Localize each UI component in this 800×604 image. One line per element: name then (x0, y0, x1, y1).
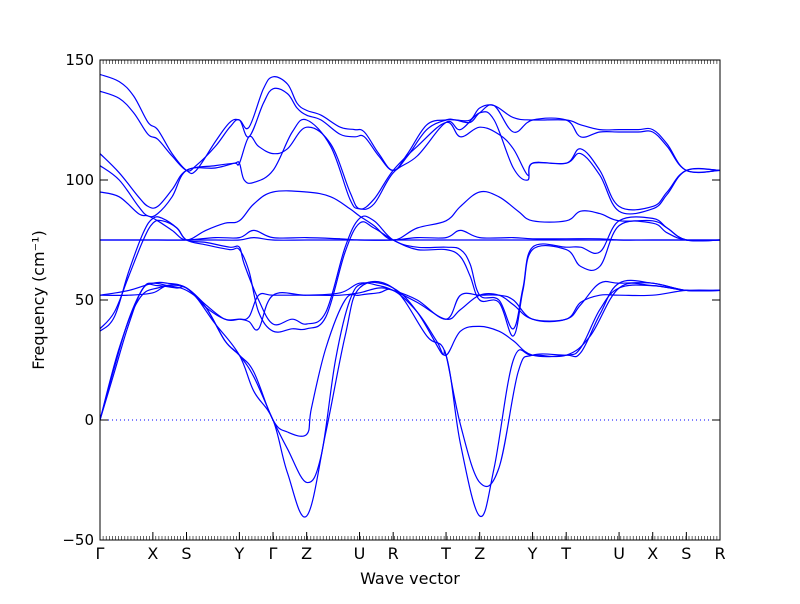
x-tick-label: T (440, 544, 451, 563)
x-tick-label: Z (474, 544, 485, 563)
axis-ticks: −50 0 50 100 150 Γ X S Y Γ Z U R T Z Y T U X S R (62, 51, 725, 563)
dispersion-branch-10 (100, 284, 720, 323)
dispersion-branch-9 (100, 219, 720, 337)
x-tick-label: Γ (96, 544, 105, 563)
x-tick-label: S (181, 544, 191, 563)
dispersion-branches (100, 73, 720, 518)
x-tick-label: R (388, 544, 399, 563)
x-tick-label: U (613, 544, 625, 563)
y-tick-label: 50 (75, 291, 94, 309)
y-tick-label: 150 (65, 51, 94, 69)
x-tick-label: U (354, 544, 366, 563)
x-tick-label: Y (233, 544, 244, 563)
plot-area (100, 60, 720, 540)
dispersion-branch-14 (100, 280, 720, 518)
dispersion-branch-1 (100, 73, 720, 175)
x-tick-label: T (560, 544, 571, 563)
x-tick-label: X (147, 544, 158, 563)
x-tick-label: S (681, 544, 691, 563)
dispersion-branch-6 (100, 229, 720, 241)
dispersion-branch-13 (100, 279, 720, 488)
x-tick-label: Y (527, 544, 538, 563)
x-tick-label: R (714, 544, 725, 563)
x-tick-label: X (647, 544, 658, 563)
x-tick-label: Γ (269, 544, 278, 563)
y-tick-label: 0 (84, 411, 94, 429)
y-tick-label: 100 (65, 171, 94, 189)
x-tick-label: Z (301, 544, 312, 563)
x-axis-label: Wave vector (360, 569, 460, 588)
dispersion-branch-5 (100, 190, 720, 242)
dispersion-branch-4 (100, 111, 720, 218)
y-axis-label: Frequency (cm⁻¹) (29, 230, 48, 369)
y-tick-label: −50 (62, 531, 94, 549)
